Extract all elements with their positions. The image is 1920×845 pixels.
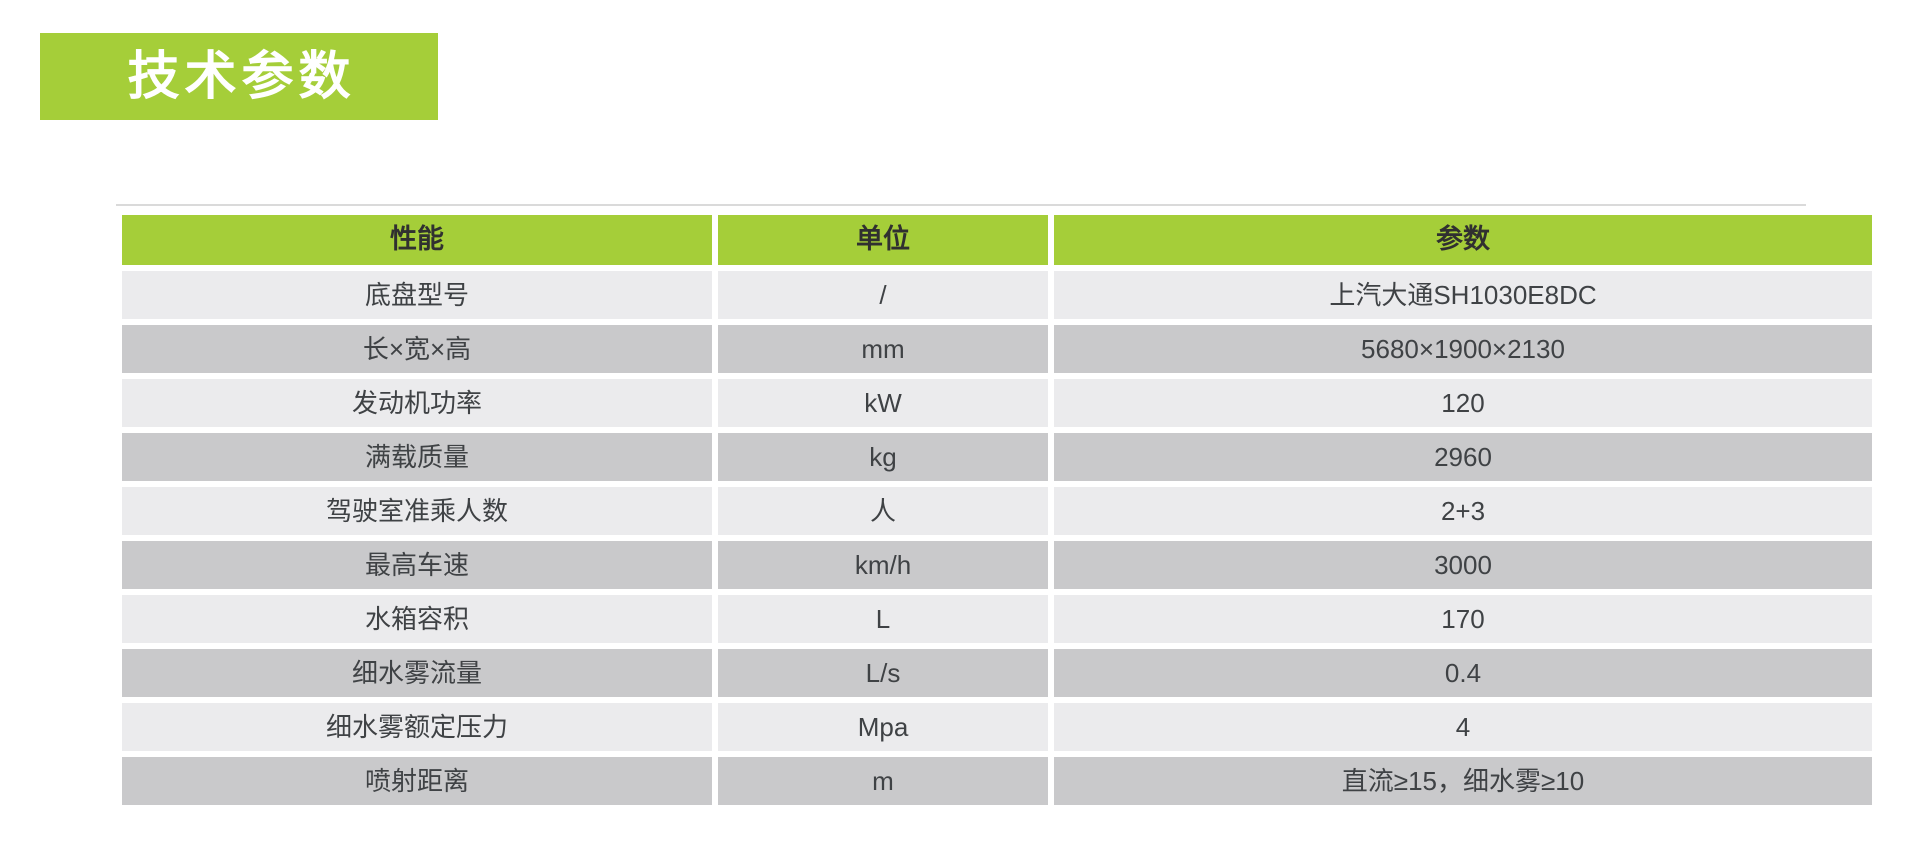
cell-property: 长×宽×高 bbox=[122, 325, 712, 373]
section-title-banner: 技术参数 bbox=[40, 33, 438, 120]
table-row: 驾驶室准乘人数人 2+3 bbox=[122, 487, 1872, 535]
cell-unit: kW bbox=[718, 379, 1048, 427]
cell-property: 喷射距离 bbox=[122, 757, 712, 805]
cell-unit: L/s bbox=[718, 649, 1048, 697]
cell-unit: 人 bbox=[718, 487, 1048, 535]
col-header-value: 参数 bbox=[1054, 215, 1872, 265]
cell-value: 2+3 bbox=[1054, 487, 1872, 535]
cell-unit: m bbox=[718, 757, 1048, 805]
section-title: 技术参数 bbox=[127, 47, 356, 106]
table-row: 喷射距离 m 直流≥15，细水雾≥10 bbox=[122, 757, 1872, 805]
cell-value: 120 bbox=[1054, 379, 1872, 427]
cell-unit: kg bbox=[718, 433, 1048, 481]
cell-value: 直流≥15，细水雾≥10 bbox=[1054, 757, 1872, 805]
cell-unit: km/h bbox=[718, 541, 1048, 589]
cell-unit: L bbox=[718, 595, 1048, 643]
cell-property: 水箱容积 bbox=[122, 595, 712, 643]
cell-value: 3000 bbox=[1054, 541, 1872, 589]
cell-value: 5680×1900×2130 bbox=[1054, 325, 1872, 373]
cell-value: 4 bbox=[1054, 703, 1872, 751]
cell-property: 满载质量 bbox=[122, 433, 712, 481]
cell-property: 驾驶室准乘人数 bbox=[122, 487, 712, 535]
cell-property: 发动机功率 bbox=[122, 379, 712, 427]
spec-table-body: 底盘型号 / 上汽大通SH1030E8DC 长×宽×高 mm 5680×1900×2130… bbox=[122, 271, 1872, 805]
cell-unit: mm bbox=[718, 325, 1048, 373]
divider-line bbox=[116, 204, 1806, 206]
table-row: 最高车速 km/h 3000 bbox=[122, 541, 1872, 589]
spec-table: 性能 单位 参数 底盘型号 / 上汽大通SH1030E8DC 长×宽×高 mm 5680×… bbox=[116, 209, 1878, 811]
table-row: 满载质量 kg 2960 bbox=[122, 433, 1872, 481]
col-header-unit: 单位 bbox=[718, 215, 1048, 265]
cell-property: 细水雾流量 bbox=[122, 649, 712, 697]
table-row: 长×宽×高 mm 5680×1900×2130 bbox=[122, 325, 1872, 373]
cell-value: 0.4 bbox=[1054, 649, 1872, 697]
table-row: 细水雾额定压力 Mpa 4 bbox=[122, 703, 1872, 751]
table-row: 发动机功率 kW 120 bbox=[122, 379, 1872, 427]
table-header-row: 性能 单位 参数 bbox=[122, 215, 1872, 265]
cell-property: 最高车速 bbox=[122, 541, 712, 589]
cell-value: 170 bbox=[1054, 595, 1872, 643]
cell-property: 细水雾额定压力 bbox=[122, 703, 712, 751]
table-row: 底盘型号 / 上汽大通SH1030E8DC bbox=[122, 271, 1872, 319]
col-header-property: 性能 bbox=[122, 215, 712, 265]
cell-value: 上汽大通SH1030E8DC bbox=[1054, 271, 1872, 319]
cell-property: 底盘型号 bbox=[122, 271, 712, 319]
cell-unit: Mpa bbox=[718, 703, 1048, 751]
cell-value: 2960 bbox=[1054, 433, 1872, 481]
table-row: 水箱容积 L 170 bbox=[122, 595, 1872, 643]
cell-unit: / bbox=[718, 271, 1048, 319]
table-row: 细水雾流量 L/s 0.4 bbox=[122, 649, 1872, 697]
